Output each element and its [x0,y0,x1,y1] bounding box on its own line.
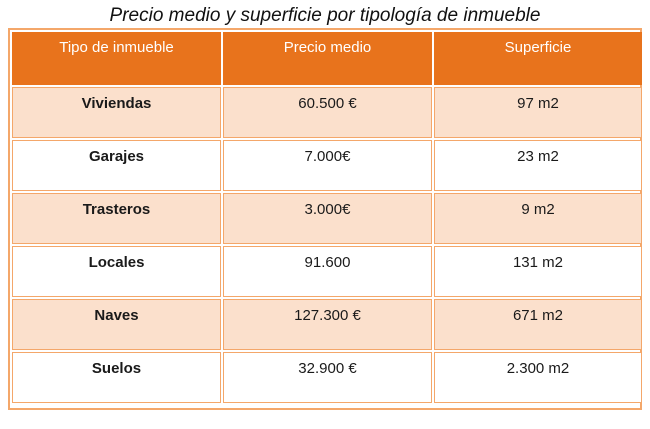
row-viviendas-superficie: 97 m2 [434,87,642,138]
row-garajes-superficie: 23 m2 [434,140,642,191]
row-trasteros-tipo: Trasteros [12,193,221,244]
row-viviendas-tipo: Viviendas [12,87,221,138]
header-superficie: Superficie [434,32,642,85]
row-locales-tipo: Locales [12,246,221,297]
header-tipo: Tipo de inmueble [12,32,221,85]
row-locales-superficie: 131 m2 [434,246,642,297]
row-trasteros-precio: 3.000€ [223,193,432,244]
row-naves-superficie: 671 m2 [434,299,642,350]
row-suelos-tipo: Suelos [12,352,221,403]
header-precio: Precio medio [223,32,432,85]
row-garajes-precio: 7.000€ [223,140,432,191]
row-locales-precio: 91.600 [223,246,432,297]
row-trasteros-superficie: 9 m2 [434,193,642,244]
row-garajes-tipo: Garajes [12,140,221,191]
row-suelos-precio: 32.900 € [223,352,432,403]
property-table: Tipo de inmueble Precio medio Superficie… [8,28,642,410]
table-title: Precio medio y superficie por tipología … [109,5,541,26]
row-viviendas-precio: 60.500 € [223,87,432,138]
row-suelos-superficie: 2.300 m2 [434,352,642,403]
row-naves-precio: 127.300 € [223,299,432,350]
row-naves-tipo: Naves [12,299,221,350]
